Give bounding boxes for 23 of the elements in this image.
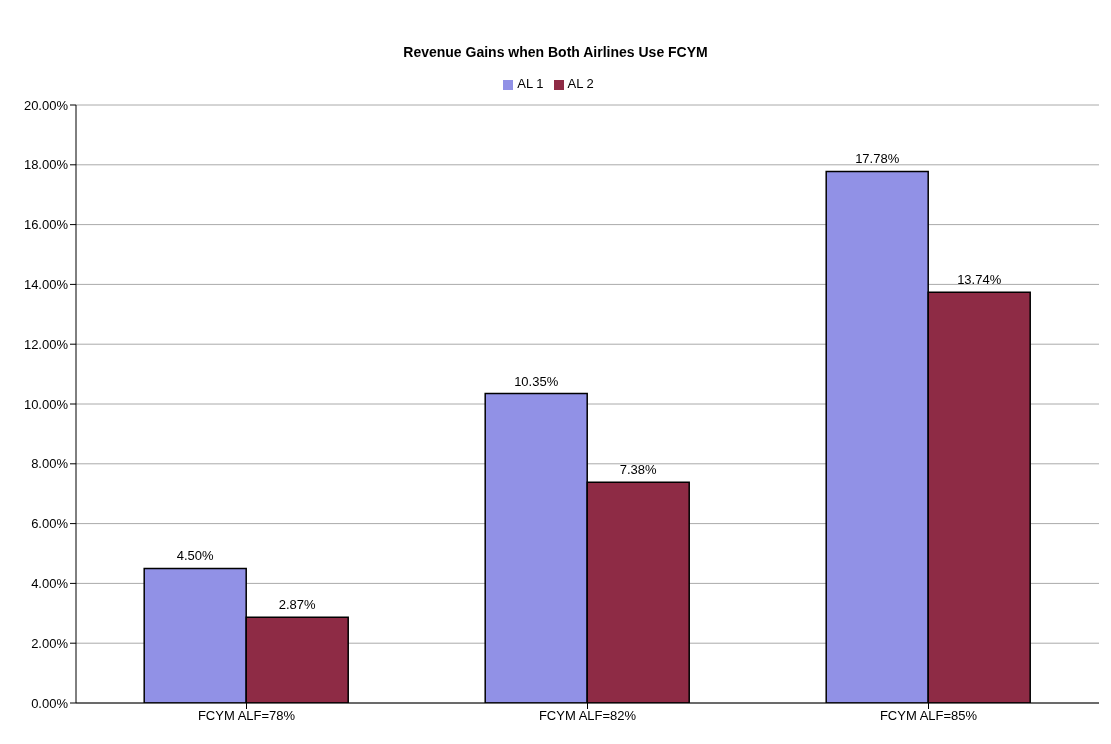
legend-label: AL 2 — [567, 76, 594, 91]
y-tick-label: 6.00% — [31, 516, 69, 532]
y-tick-label: 10.00% — [23, 396, 69, 412]
y-tick-label: 12.00% — [23, 336, 69, 352]
x-tick-label: FCYM ALF=78% — [197, 708, 296, 724]
y-tick-label: 16.00% — [23, 217, 69, 233]
data-label: 2.87% — [278, 597, 317, 613]
x-tick-label: FCYM ALF=82% — [538, 708, 637, 724]
y-tick-label: 18.00% — [23, 157, 69, 173]
y-tick-label: 8.00% — [31, 456, 69, 472]
data-label: 10.35% — [514, 373, 559, 389]
y-tick-label: 0.00% — [31, 695, 69, 711]
data-label: 7.38% — [619, 462, 658, 478]
data-label: 4.50% — [176, 548, 215, 564]
y-tick-label: 14.00% — [23, 277, 69, 293]
y-tick-label: 2.00% — [31, 635, 69, 651]
data-label: 13.74% — [957, 272, 1002, 288]
y-tick-label: 20.00% — [23, 97, 69, 113]
data-label: 17.78% — [855, 151, 900, 167]
y-tick-label: 4.00% — [31, 576, 69, 592]
x-tick-label: FCYM ALF=85% — [879, 708, 978, 724]
chart-title: Revenue Gains when Both Airlines Use FCYM — [402, 43, 709, 62]
legend-label: AL 1 — [517, 76, 544, 91]
